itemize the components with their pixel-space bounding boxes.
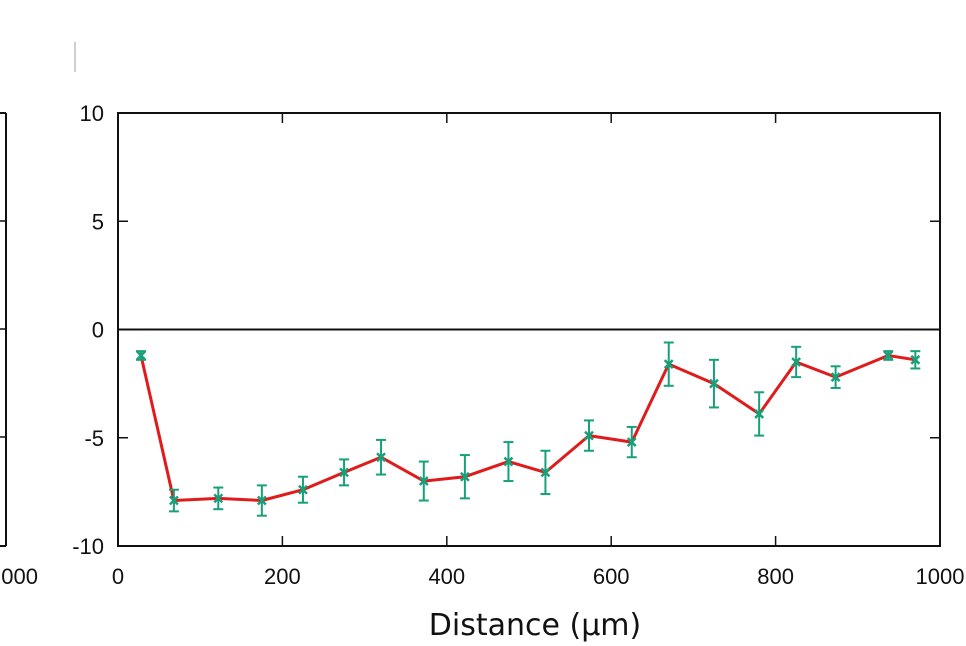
x-tick-label: 0 xyxy=(112,564,124,589)
data-point-marker xyxy=(883,350,894,361)
y-tick-label: 10 xyxy=(80,101,104,126)
data-point-marker xyxy=(910,354,921,365)
x-tick-label: 400 xyxy=(428,564,465,589)
data-point-marker xyxy=(418,476,429,486)
data-point-marker xyxy=(503,456,514,467)
x-tick-label: 800 xyxy=(757,564,794,589)
data-point-marker xyxy=(754,409,765,419)
left-partial-panel: 000 xyxy=(0,112,38,589)
left-panel-x-tick-label: 000 xyxy=(1,564,38,589)
data-point-marker xyxy=(256,495,267,506)
data-point-marker xyxy=(460,471,470,482)
data-point-marker xyxy=(663,359,674,370)
y-tick-label: 5 xyxy=(92,209,104,234)
data-point-marker xyxy=(540,467,551,478)
plot-area: 0 200 400 600 800 1000 -10 -5 0 5 10 Distance (µm) xyxy=(72,101,964,643)
data-point-marker xyxy=(339,467,349,478)
x-tick-label: 600 xyxy=(593,564,630,589)
data-point-marker xyxy=(169,495,179,506)
series-line xyxy=(139,354,916,502)
data-point-marker xyxy=(584,430,594,441)
data-point-marker xyxy=(298,484,308,495)
y-tick-label: 0 xyxy=(92,318,104,343)
data-point-marker xyxy=(136,350,146,361)
y-tick-label: -5 xyxy=(84,426,104,451)
data-point-marker xyxy=(626,437,637,447)
x-axis-title: Distance (µm) xyxy=(429,608,641,643)
x-tick-label: 1000 xyxy=(916,564,965,589)
data-point-marker xyxy=(830,372,841,383)
data-point-marker xyxy=(213,493,224,504)
y-tick-label: -10 xyxy=(72,534,104,559)
x-tick-label: 200 xyxy=(264,564,301,589)
data-point-marker xyxy=(791,357,802,367)
data-point-marker xyxy=(709,378,719,389)
data-point-marker xyxy=(376,452,386,463)
